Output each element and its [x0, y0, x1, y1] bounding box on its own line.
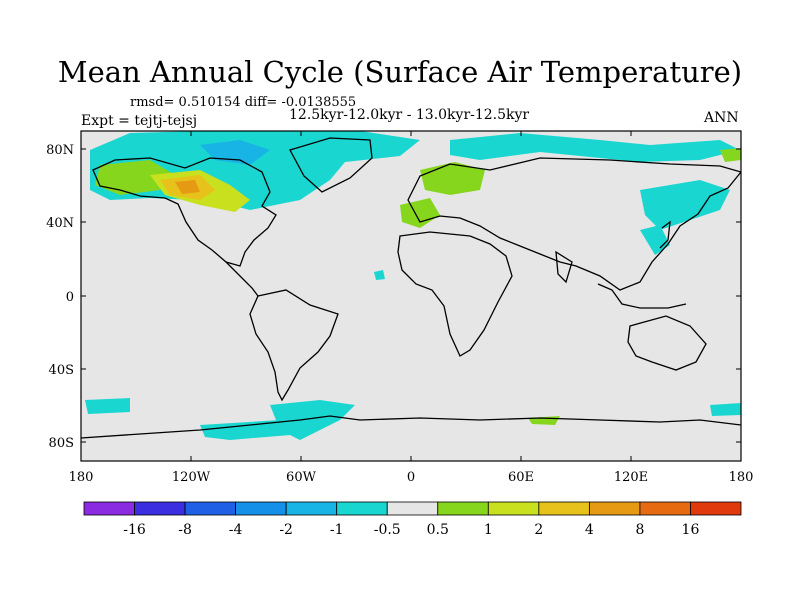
lon-label-120e: 120E: [614, 470, 648, 485]
colorbar-label: 2: [534, 522, 543, 538]
lat-label-80s: 80S: [49, 436, 74, 451]
colorbar-label: -2: [279, 522, 293, 538]
lon-label-0: 0: [407, 470, 415, 485]
colorbar-swatch: [336, 501, 388, 516]
coastline-australia: [627, 315, 707, 371]
colorbar-label: -1: [330, 522, 344, 538]
colorbar-swatch: [134, 501, 186, 516]
colorbar-swatch: [386, 501, 439, 516]
lat-label-40n: 40N: [46, 216, 74, 231]
anomaly-patch-canada-green: [95, 160, 175, 195]
coastline-southeast-asia: [597, 283, 687, 309]
lat-label-0: 0: [66, 290, 74, 305]
coastline-south-america: [249, 289, 339, 402]
anomaly-patch-europe: [400, 198, 440, 228]
anomaly-patch-pacific-nw: [720, 148, 741, 162]
experiment-label: Expt = tejtj-tejsj: [81, 113, 198, 129]
colorbar: -16 -8 -4 -2 -1 -0.5 0.5 1 2 4 8 16: [83, 501, 742, 538]
coastline-africa: [397, 231, 513, 357]
colorbar-label: 4: [585, 522, 594, 538]
colorbar-swatch: [437, 501, 489, 516]
anomaly-patch-antarctic-coast: [200, 420, 290, 440]
colorbar-label: 0.5: [427, 522, 449, 538]
colorbar-swatch: [285, 501, 338, 516]
lat-label-80n: 80N: [46, 143, 74, 158]
coastline-japan: [659, 220, 671, 249]
anomaly-patch-scandinavia: [420, 162, 485, 195]
colorbar-label: 16: [682, 522, 700, 538]
colorbar-label: -16: [123, 522, 146, 538]
colorbar-swatch: [235, 501, 287, 516]
lon-label-180-east: 180: [729, 470, 754, 485]
coastline-europe-asia: [407, 157, 741, 291]
axis-ticks: [81, 131, 741, 461]
coastline-north-america: [92, 157, 277, 267]
colorbar-label: 1: [484, 522, 493, 538]
coastline-india: [555, 250, 573, 284]
anomaly-patch-indian-ocean: [710, 403, 741, 416]
rmsd-diff-stats: rmsd= 0.510154 diff= -0.0138555: [130, 95, 357, 110]
anomaly-patch-southern-ocean-pac: [85, 398, 130, 414]
season-label: ANN: [704, 110, 739, 126]
anomaly-patches: [85, 131, 741, 440]
lon-label-60w: 60W: [286, 470, 317, 485]
coastlines: [81, 137, 741, 439]
colorbar-label: -8: [178, 522, 192, 538]
period-label: 12.5kyr-12.0kyr - 13.0kyr-12.5kyr: [289, 107, 530, 123]
anomaly-patch-southern-ocean-atl: [270, 400, 355, 440]
colorbar-swatch: [639, 501, 691, 516]
lon-label-120w: 120W: [172, 470, 211, 485]
colorbar-label: -0.5: [374, 522, 401, 538]
anomaly-patch-siberia: [640, 180, 730, 230]
colorbar-label: -4: [229, 522, 243, 538]
colorbar-swatch: [83, 501, 135, 516]
coastline-antarctica: [81, 415, 741, 439]
anomaly-patch-east-asia: [640, 225, 670, 255]
anomaly-patch-canada-hot: [175, 180, 200, 194]
anomaly-patch-arctic-east: [450, 133, 740, 162]
colorbar-label: 8: [635, 522, 644, 538]
colorbar-swatch: [588, 501, 641, 516]
coastline-greenland: [289, 137, 373, 193]
lon-label-180-west: 180: [69, 470, 94, 485]
colorbar-swatch: [184, 501, 237, 516]
lat-label-40s: 40S: [49, 363, 74, 378]
colorbar-swatch: [487, 501, 540, 516]
lon-label-60e: 60E: [508, 470, 534, 485]
page-title: Mean Annual Cycle (Surface Air Temperatu…: [57, 55, 743, 89]
anomaly-patch-atlantic-spot: [374, 270, 385, 280]
colorbar-swatch: [538, 501, 590, 516]
coastline-central-america: [225, 261, 259, 297]
colorbar-swatch: [690, 501, 742, 516]
